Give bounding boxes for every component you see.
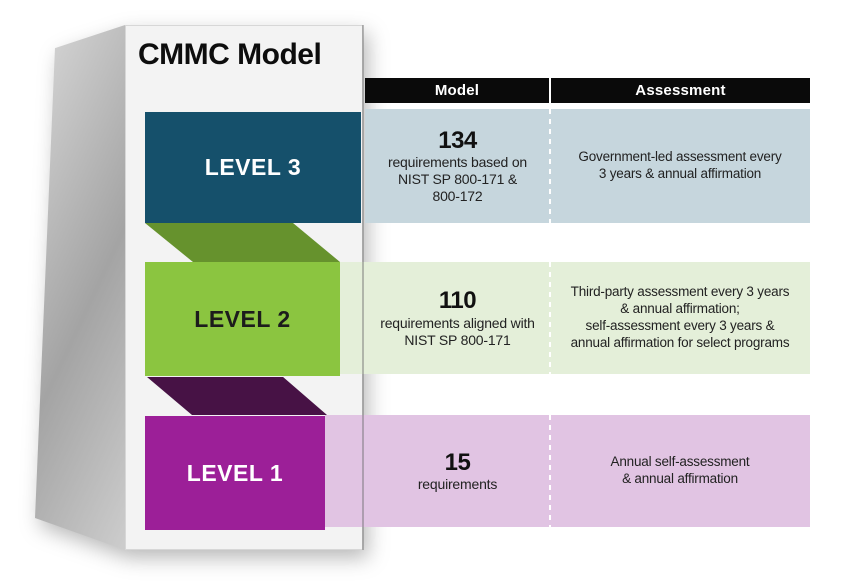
column-header-model: Model: [365, 78, 549, 103]
level1-assessment-cell: Annual self-assessment & annual affirmat…: [550, 415, 810, 527]
level1-row-background: [325, 415, 810, 527]
level1-assessment-text: Annual self-assessment & annual affirmat…: [610, 454, 750, 486]
level2-model-cell: 110 requirements aligned with NIST SP 80…: [365, 262, 550, 374]
level3-requirement-count: 134: [438, 126, 477, 154]
level2-label: LEVEL 2: [194, 305, 291, 332]
level3-row-background: [365, 109, 810, 223]
level3-model-cell: 134 requirements based on NIST SP 800-17…: [365, 109, 550, 223]
column-header-assessment: Assessment: [551, 78, 810, 103]
level1-requirement-count: 15: [444, 448, 471, 476]
level3-model-description: requirements based on NIST SP 800-171 & …: [388, 154, 527, 205]
level1-model-cell: 15 requirements: [365, 415, 550, 527]
level2-model-description: requirements aligned with NIST SP 800-17…: [380, 314, 535, 348]
level2-assessment-text: Third-party assessment every 3 years & a…: [570, 284, 790, 350]
level3-assessment-cell: Government-led assessment every 3 years …: [550, 109, 810, 223]
level1-label: LEVEL 1: [186, 459, 284, 486]
level3-label: LEVEL 3: [204, 154, 302, 180]
level2-assessment-cell: Third-party assessment every 3 years & a…: [550, 262, 810, 374]
diagram-title: CMMC Model: [138, 38, 322, 71]
level3-assessment-text: Government-led assessment every 3 years …: [578, 149, 782, 181]
card-right-edge: [362, 25, 364, 550]
column-header-model-label: Model: [434, 82, 480, 99]
level1-column-divider: [549, 415, 551, 527]
level1-model-description: requirements: [417, 476, 498, 493]
level2-requirement-count: 110: [438, 287, 477, 315]
level2-block: LEVEL 2: [145, 262, 340, 376]
column-header-assessment-label: Assessment: [635, 82, 726, 99]
level3-block: LEVEL 3: [145, 112, 361, 223]
level1-block: LEVEL 1: [145, 416, 325, 530]
level2-row-background: [336, 262, 810, 374]
box-side-face: [35, 25, 125, 550]
level3-column-divider: [549, 109, 551, 223]
level2-column-divider: [549, 262, 551, 374]
